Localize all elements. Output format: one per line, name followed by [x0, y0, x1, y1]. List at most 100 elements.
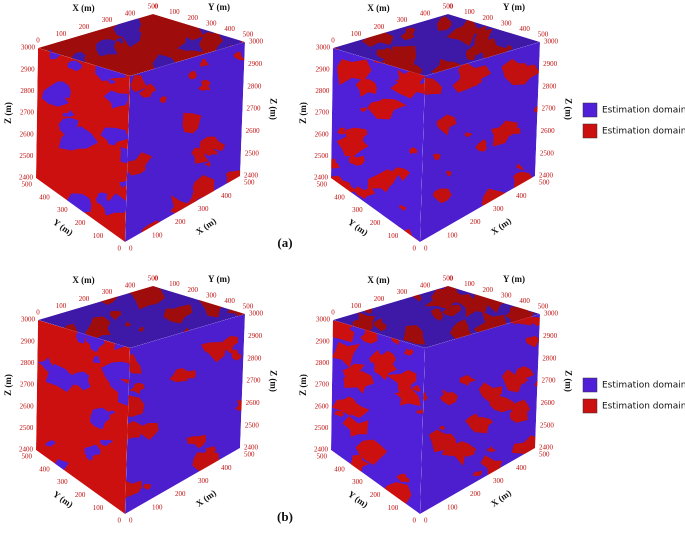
tick-label: 2700: [542, 105, 557, 113]
panel-label: (b): [277, 509, 293, 524]
tick-label: 0: [129, 245, 133, 253]
tick-label: 2900: [21, 65, 36, 73]
domain-patch: [342, 416, 369, 437]
tick-label: 300: [57, 206, 68, 214]
tick-label: 100: [388, 232, 399, 240]
tick-label: 300: [102, 288, 113, 296]
domain-patch: [337, 483, 351, 492]
domain-patch: [98, 73, 110, 82]
domain-patch: [519, 505, 540, 514]
domain-patch: [48, 81, 71, 102]
domain-patch: [457, 292, 488, 318]
tick-label: 100: [152, 503, 163, 511]
domain-patch: [521, 286, 529, 289]
domain-patch: [58, 126, 99, 151]
domain-patch: [423, 77, 443, 95]
domain-patch: [471, 417, 494, 434]
tick-label: 2800: [542, 354, 557, 362]
tick-label: 500: [243, 303, 254, 311]
tick-label: 3000: [249, 310, 264, 318]
domain-patch: [459, 374, 477, 386]
axis-label: X (m): [194, 216, 218, 237]
tick-label: 500: [22, 181, 33, 189]
domain-patch: [331, 320, 355, 343]
domain-patch: [95, 192, 108, 204]
tick-label: 2800: [315, 87, 330, 95]
tick-label: 2400: [539, 444, 554, 452]
domain-patch: [436, 16, 452, 31]
axis-label: Z (m): [3, 102, 13, 124]
domain-patch: [502, 369, 529, 393]
axis-label: Z (m): [268, 98, 278, 120]
domain-patch: [349, 286, 360, 294]
tick-label: 2700: [20, 109, 35, 117]
tick-label: 300: [352, 478, 363, 486]
tick-label: 3000: [21, 44, 36, 52]
tick-label: 200: [188, 286, 199, 294]
tick-label: 300: [493, 205, 504, 213]
tick-label: 2500: [19, 152, 34, 160]
tick-label: 100: [464, 280, 475, 288]
tick-label: 300: [102, 16, 113, 24]
domain-patch: [488, 394, 515, 413]
tick-label: 500: [443, 275, 454, 283]
tick-label: 100: [464, 8, 475, 16]
cube-face: [331, 48, 425, 242]
domain-patch: [464, 132, 473, 137]
tick-label: 2900: [316, 65, 331, 73]
domain-patch: [430, 308, 444, 322]
tick-label: 2900: [316, 337, 331, 345]
domain-patch: [138, 422, 159, 440]
tick-label: 2600: [315, 402, 330, 410]
tick-label: 2800: [247, 354, 261, 362]
axis-label: X (m): [489, 216, 513, 237]
tick-label: 300: [501, 19, 512, 27]
tick-label: 2500: [314, 424, 329, 432]
domain-patch: [337, 59, 372, 86]
domain-patch: [367, 100, 384, 113]
domain-patch: [374, 360, 398, 381]
domain-patch: [44, 440, 56, 447]
domain-patch: [199, 58, 210, 68]
domain-patch: [90, 407, 110, 430]
domain-patch: [331, 158, 340, 169]
tick-label: 100: [56, 30, 67, 38]
tick-label: 2900: [21, 337, 36, 345]
domain-patch: [339, 286, 362, 302]
tick-label: 2400: [244, 172, 259, 180]
tick-label: 2500: [540, 149, 555, 157]
face-fill: [125, 314, 245, 514]
tick-label: 2400: [244, 444, 259, 452]
tick-label: 2900: [248, 60, 263, 68]
domain-patch: [355, 312, 376, 334]
domain-patch: [334, 410, 344, 417]
tick-label: 2500: [314, 152, 329, 160]
tick-label: 300: [206, 19, 217, 27]
tick-label: 500: [244, 451, 255, 459]
tick-label: 0: [154, 3, 158, 11]
tick-label: 100: [351, 30, 362, 38]
domain-patch: [436, 114, 457, 136]
panel-label: (a): [277, 235, 292, 250]
domain-patch: [340, 14, 362, 29]
domain-patch: [432, 153, 441, 161]
domain-patch: [331, 396, 357, 417]
tick-label: 0: [154, 275, 158, 283]
tick-label: 2700: [315, 109, 330, 117]
tick-label: 2400: [539, 172, 554, 180]
domain-patch: [180, 197, 198, 213]
domain-patch: [350, 15, 367, 29]
domain-patch: [523, 490, 535, 503]
tick-label: 400: [519, 25, 530, 33]
tick-label: 400: [39, 465, 50, 473]
tick-label: 2600: [315, 130, 330, 138]
domain-patch: [337, 127, 346, 135]
face-fill: [125, 42, 245, 242]
tick-label: 100: [447, 503, 458, 511]
domain-patch: [67, 60, 83, 72]
domain-patch: [115, 37, 124, 44]
domain-patch: [386, 369, 417, 396]
tick-label: 500: [538, 31, 549, 39]
domain-patch: [100, 127, 129, 146]
tick-label: 0: [413, 517, 417, 525]
